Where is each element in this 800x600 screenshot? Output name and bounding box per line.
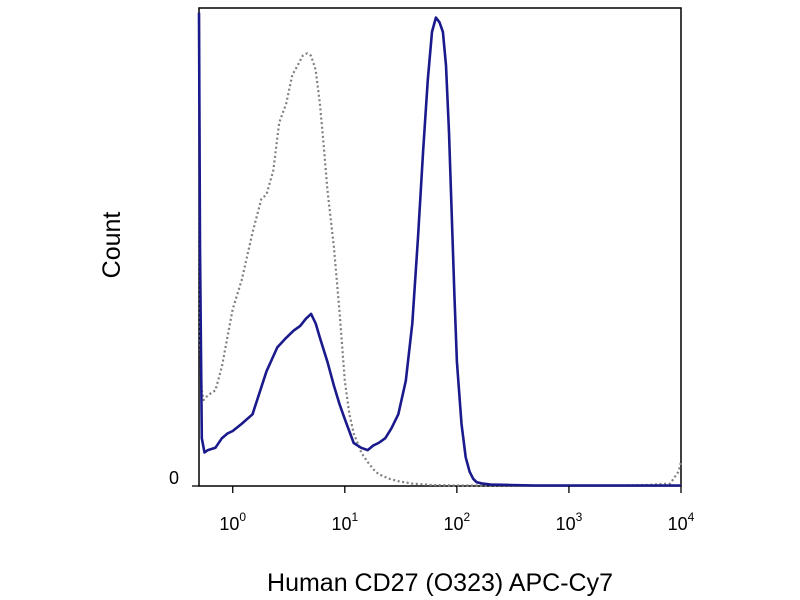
- x-tick-base: 10: [556, 514, 576, 534]
- x-tick-base: 10: [668, 514, 688, 534]
- x-axis-ticks: 100 101 102 103 104: [219, 486, 695, 534]
- series-layer: [197, 12, 683, 487]
- x-tick-label: 102: [444, 510, 471, 534]
- x-tick-label: 101: [331, 510, 358, 534]
- y-axis-title: Count: [98, 212, 126, 279]
- histogram-series-1: [197, 17, 683, 487]
- x-tick-exponent: 4: [688, 510, 695, 524]
- y-tick-label: 0: [169, 468, 179, 488]
- y-axis-ticks: 0: [169, 468, 199, 488]
- x-tick-label: 104: [668, 510, 695, 534]
- x-tick-base: 10: [331, 514, 351, 534]
- x-axis-title: Human CD27 (O323) APC-Cy7: [267, 569, 613, 597]
- plot-frame: [198, 7, 682, 487]
- x-tick-base: 10: [219, 514, 239, 534]
- histogram-series-2: [197, 12, 681, 487]
- x-tick-base: 10: [444, 514, 464, 534]
- x-tick-label: 100: [219, 510, 246, 534]
- x-tick-exponent: 0: [239, 510, 246, 524]
- x-tick-exponent: 3: [576, 510, 583, 524]
- x-tick-exponent: 1: [351, 510, 358, 524]
- x-tick-exponent: 2: [464, 510, 471, 524]
- x-tick-label: 103: [556, 510, 583, 534]
